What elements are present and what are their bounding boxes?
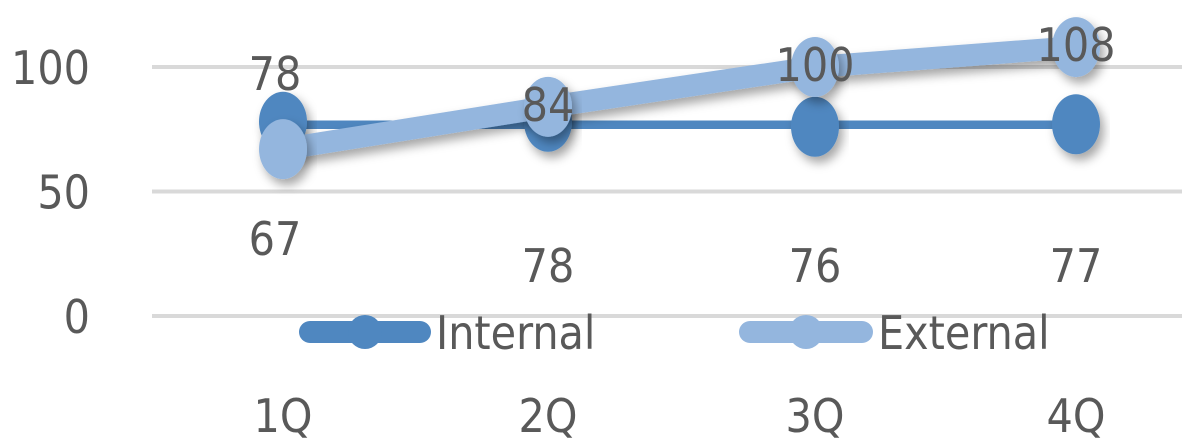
x-tick-label: 1Q <box>254 389 313 443</box>
legend-marker-external <box>789 315 823 349</box>
point-internal-4Q <box>1052 94 1100 155</box>
data-labels: 78 67 78 84 76 100 77 108 <box>249 18 1116 293</box>
point-external-1Q <box>259 119 307 180</box>
x-tick-label: 3Q <box>786 389 845 443</box>
y-axis: 0 50 100 <box>11 41 90 344</box>
legend: Internal External <box>299 306 1050 360</box>
y-tick-label: 0 <box>64 290 90 344</box>
x-tick-label: 2Q <box>519 389 578 443</box>
y-tick-label: 50 <box>37 166 90 220</box>
series <box>259 17 1100 180</box>
data-label-internal: 76 <box>789 239 842 293</box>
data-label-external: 84 <box>522 78 575 132</box>
point-external-3Q <box>791 37 839 97</box>
x-axis: 1Q 2Q 3Q 4Q <box>254 389 1106 443</box>
legend-marker-internal <box>348 315 382 349</box>
data-label-external: 67 <box>249 212 302 266</box>
data-label-internal: 78 <box>249 47 302 101</box>
legend-label-internal: Internal <box>436 306 595 360</box>
point-external-4Q <box>1052 17 1100 78</box>
y-tick-label: 100 <box>11 41 90 95</box>
point-external-2Q <box>524 76 572 137</box>
x-tick-label: 4Q <box>1047 389 1106 443</box>
gridlines <box>152 65 1182 318</box>
data-label-internal: 78 <box>522 239 575 293</box>
series-line-external <box>272 36 1087 161</box>
data-label-internal: 77 <box>1050 239 1103 293</box>
point-internal-3Q <box>791 96 839 157</box>
data-label-external: 108 <box>1037 18 1116 72</box>
legend-label-external: External <box>878 306 1050 360</box>
data-label-external: 100 <box>776 38 855 92</box>
